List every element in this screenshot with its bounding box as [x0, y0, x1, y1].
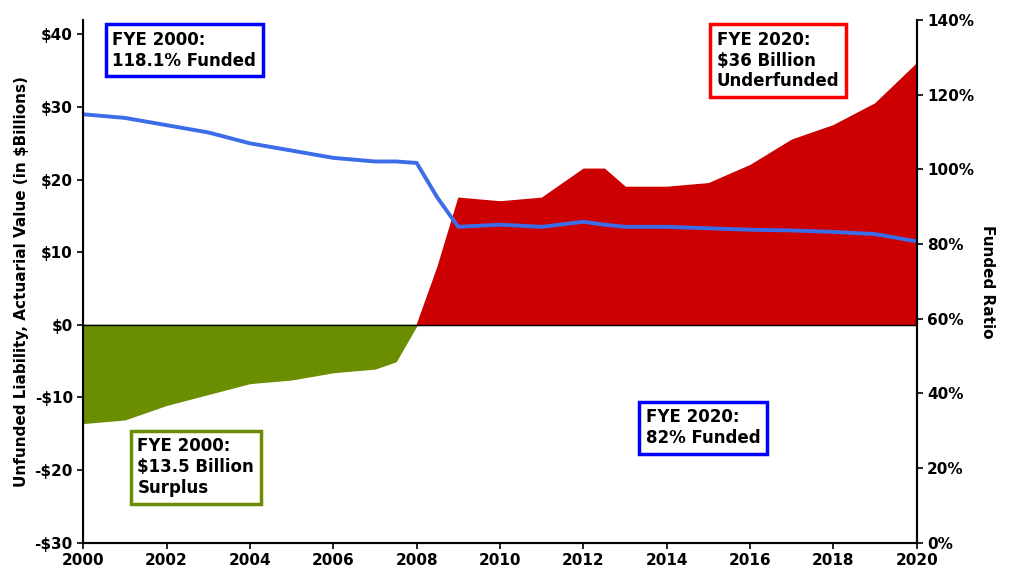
Text: FYE 2020:
82% Funded: FYE 2020: 82% Funded — [646, 409, 761, 447]
Text: FYE 2000:
118.1% Funded: FYE 2000: 118.1% Funded — [112, 31, 256, 70]
Y-axis label: Unfunded Liability, Actuarial Value (in $Billions): Unfunded Liability, Actuarial Value (in … — [14, 76, 29, 487]
Y-axis label: Funded Ratio: Funded Ratio — [980, 225, 995, 338]
Text: FYE 2000:
$13.5 Billion
Surplus: FYE 2000: $13.5 Billion Surplus — [137, 438, 254, 497]
Text: FYE 2020:
$36 Billion
Underfunded: FYE 2020: $36 Billion Underfunded — [716, 31, 839, 90]
